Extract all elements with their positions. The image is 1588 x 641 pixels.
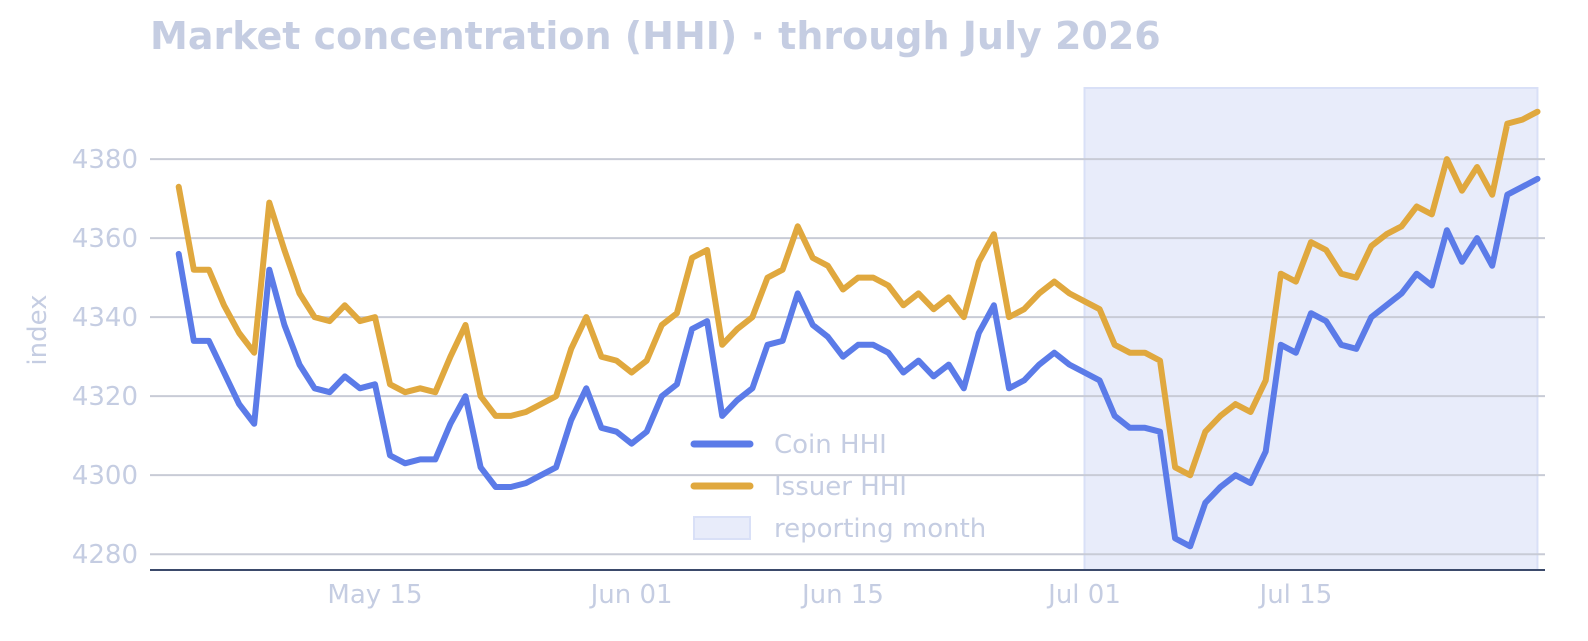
x-tick-label: May 15: [327, 580, 422, 610]
legend-label: Coin HHI: [774, 430, 887, 460]
legend-label: reporting month: [774, 514, 986, 544]
legend-label: Issuer HHI: [774, 472, 907, 502]
legend-swatch: [693, 516, 751, 540]
shaded-region-layer: [1083, 87, 1539, 571]
grid-layer: [150, 158, 1545, 556]
axis-layer: 4280 4300 4320 4340 4360 4380 May 15 Jun 01 Jun …: [72, 145, 1545, 610]
x-tick-label: Jul 15: [1258, 580, 1333, 610]
y-tick-label: 4380: [72, 145, 138, 175]
y-tick-label: 4280: [72, 540, 138, 570]
y-tick-label: 4340: [72, 303, 138, 333]
legend: Coin HHI Issuer HHI reporting month: [690, 430, 986, 544]
y-tick-label: 4300: [72, 461, 138, 491]
reporting-month-shade: [1083, 87, 1539, 571]
chart-title: Market concentration (HHI) · through Jul…: [150, 14, 1161, 58]
x-tick-label: Jun 15: [800, 580, 884, 610]
x-tick-label: Jun 01: [589, 580, 673, 610]
y-tick-label: 4320: [72, 382, 138, 412]
y-tick-label: 4360: [72, 224, 138, 254]
coin-hhi-line: [175, 175, 1541, 550]
y-axis-label: index: [23, 294, 53, 365]
issuer-hhi-line: [175, 108, 1541, 479]
series-layer: [175, 108, 1541, 550]
x-tick-label: Jul 01: [1046, 580, 1121, 610]
